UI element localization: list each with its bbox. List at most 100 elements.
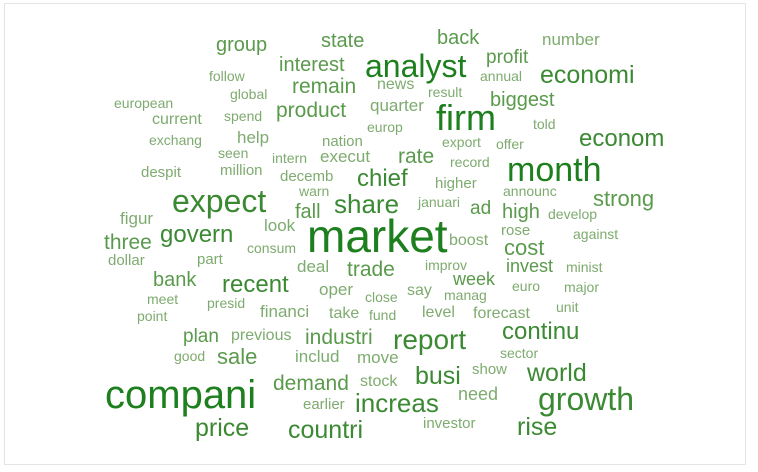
word-improv: improv <box>425 257 467 273</box>
word-analyst: analyst <box>365 48 467 84</box>
word-take: take <box>329 305 359 322</box>
word-high: high <box>502 201 540 223</box>
word-group: group <box>216 34 267 56</box>
word-govern: govern <box>160 221 233 248</box>
word-busi: busi <box>415 362 461 390</box>
word-figur: figur <box>120 209 153 228</box>
word-european: european <box>114 95 173 111</box>
word-look: look <box>264 216 296 235</box>
word-sector: sector <box>500 345 538 361</box>
word-current: current <box>152 111 202 128</box>
word-rise: rise <box>517 413 557 441</box>
word-decemb: decemb <box>280 168 333 185</box>
word-share: share <box>334 189 399 219</box>
word-manag: manag <box>444 287 487 303</box>
word-level: level <box>422 304 455 321</box>
word-week: week <box>452 269 496 289</box>
word-exchang: exchang <box>149 132 202 148</box>
word-remain: remain <box>292 75 356 98</box>
word-report: report <box>393 324 466 355</box>
word-forecast: forecast <box>473 305 530 322</box>
word-product: product <box>276 99 346 122</box>
word-strong: strong <box>593 186 654 211</box>
word-help: help <box>237 128 269 147</box>
word-biggest: biggest <box>490 89 555 111</box>
word-europ: europ <box>367 119 403 135</box>
word-number: number <box>542 30 600 49</box>
word-bank: bank <box>153 269 197 291</box>
word-result: result <box>428 84 462 100</box>
word-cost: cost <box>504 235 544 260</box>
word-major: major <box>564 279 599 295</box>
word-stock: stock <box>360 373 398 390</box>
word-annual: annual <box>480 68 522 84</box>
word-firm: firm <box>436 97 496 138</box>
word-unit: unit <box>556 299 579 315</box>
word-told: told <box>533 116 556 132</box>
word-despit: despit <box>141 164 182 181</box>
word-plan: plan <box>183 326 219 347</box>
word-price: price <box>195 414 249 442</box>
word-oper: oper <box>319 280 353 299</box>
word-point: point <box>137 308 167 324</box>
word-deal: deal <box>297 257 329 276</box>
word-state: state <box>321 30 364 52</box>
word-news: news <box>377 76 414 93</box>
word-develop: develop <box>548 206 597 222</box>
word-demand: demand <box>273 372 349 395</box>
word-announc: announc <box>503 183 557 199</box>
word-consum: consum <box>247 240 296 256</box>
word-chief: chief <box>357 165 408 192</box>
word-fund: fund <box>369 307 396 323</box>
word-rose: rose <box>501 222 530 239</box>
word-econom: econom <box>579 125 664 152</box>
word-follow: follow <box>209 68 246 84</box>
word-execut: execut <box>320 147 370 166</box>
word-sale: sale <box>217 344 257 369</box>
word-good: good <box>174 348 205 364</box>
word-against: against <box>573 226 618 242</box>
word-dollar: dollar <box>108 252 145 269</box>
word-interest: interest <box>279 54 345 76</box>
word-previous: previous <box>231 327 291 344</box>
word-show: show <box>472 361 507 378</box>
word-say: say <box>407 282 432 299</box>
word-financi: financi <box>260 302 309 321</box>
word-export: export <box>442 134 481 150</box>
word-continu: continu <box>502 318 579 345</box>
word-three: three <box>104 231 152 254</box>
word-meet: meet <box>147 291 178 307</box>
word-warn: warn <box>298 183 329 199</box>
word-industri: industri <box>305 326 373 349</box>
word-fall: fall <box>295 201 321 223</box>
word-nation: nation <box>322 133 363 150</box>
word-invest: invest <box>506 256 553 276</box>
word-global: global <box>230 86 267 102</box>
word-quarter: quarter <box>370 96 424 115</box>
word-economi: economi <box>540 61 635 89</box>
word-boost: boost <box>449 232 489 249</box>
word-million: million <box>220 162 263 179</box>
word-includ: includ <box>295 347 339 366</box>
word-ad: ad <box>470 198 491 219</box>
word-world: world <box>526 359 587 387</box>
word-month: month <box>507 151 602 189</box>
word-offer: offer <box>496 136 524 152</box>
word-trade: trade <box>347 258 395 281</box>
word-intern: intern <box>272 150 307 166</box>
word-need: need <box>458 384 498 404</box>
word-earlier: earlier <box>303 396 345 413</box>
word-increas: increas <box>355 388 439 418</box>
word-spend: spend <box>224 108 262 124</box>
word-close: close <box>365 289 398 305</box>
word-record: record <box>450 154 490 170</box>
word-januari: januari <box>417 194 460 210</box>
word-seen: seen <box>218 145 248 161</box>
word-back: back <box>437 27 480 49</box>
word-presid: presid <box>207 295 245 311</box>
word-recent: recent <box>222 271 289 298</box>
word-profit: profit <box>486 47 529 68</box>
word-higher: higher <box>435 175 477 192</box>
word-euro: euro <box>512 278 540 294</box>
